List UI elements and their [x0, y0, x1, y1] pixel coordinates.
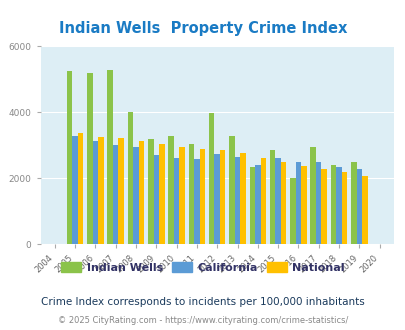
Text: Crime Index corresponds to incidents per 100,000 inhabitants: Crime Index corresponds to incidents per… — [41, 297, 364, 307]
Bar — [209, 113, 214, 244]
Bar — [133, 147, 139, 244]
Bar — [72, 136, 78, 244]
Bar — [128, 112, 133, 244]
Bar — [234, 157, 240, 244]
Bar — [148, 139, 153, 244]
Text: Indian Wells  Property Crime Index: Indian Wells Property Crime Index — [59, 21, 346, 36]
Legend: Indian Wells, California, National: Indian Wells, California, National — [57, 258, 348, 278]
Bar — [92, 141, 98, 244]
Bar — [173, 158, 179, 244]
Bar — [350, 162, 356, 244]
Bar — [159, 144, 164, 244]
Text: © 2025 CityRating.com - https://www.cityrating.com/crime-statistics/: © 2025 CityRating.com - https://www.city… — [58, 316, 347, 325]
Bar — [220, 150, 225, 244]
Bar — [275, 158, 280, 244]
Bar — [98, 137, 103, 244]
Bar — [229, 136, 234, 244]
Bar — [107, 70, 113, 244]
Bar — [301, 166, 306, 244]
Bar — [260, 158, 265, 244]
Bar — [188, 144, 194, 244]
Bar — [280, 162, 286, 244]
Bar — [310, 147, 315, 244]
Bar — [361, 176, 367, 244]
Bar — [78, 133, 83, 244]
Bar — [254, 165, 260, 244]
Bar — [199, 148, 205, 244]
Bar — [335, 167, 341, 244]
Bar — [113, 145, 118, 244]
Bar — [321, 169, 326, 244]
Bar — [179, 147, 184, 244]
Bar — [356, 169, 361, 244]
Bar — [269, 150, 275, 244]
Bar — [249, 167, 254, 244]
Bar — [168, 136, 173, 244]
Bar — [330, 165, 335, 244]
Bar — [194, 159, 199, 244]
Bar — [214, 154, 220, 244]
Bar — [315, 162, 321, 244]
Bar — [341, 172, 346, 244]
Bar — [87, 73, 92, 244]
Bar — [139, 141, 144, 244]
Bar — [295, 162, 301, 244]
Bar — [240, 153, 245, 244]
Bar — [153, 155, 159, 244]
Bar — [290, 178, 295, 244]
Bar — [118, 138, 124, 244]
Bar — [67, 71, 72, 244]
